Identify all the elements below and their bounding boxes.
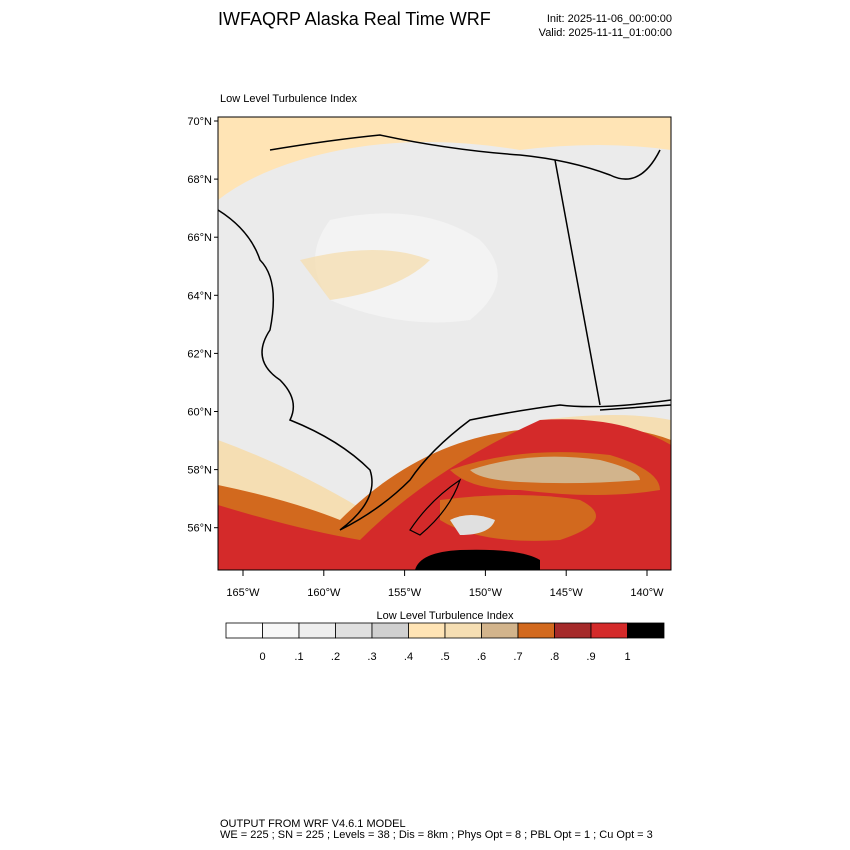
lat-label: 56°N (187, 523, 212, 535)
colorbar-box (590, 622, 628, 639)
colorbar-label: .3 (367, 651, 376, 663)
title: IWFAQRP Alaska Real Time WRF (218, 9, 491, 29)
colorbar-box (298, 622, 336, 639)
colorbar-box (444, 622, 482, 639)
colorbar-box (262, 622, 300, 639)
colorbar-title: Low Level Turbulence Index (377, 610, 514, 622)
colorbar-label: .9 (586, 651, 595, 663)
footer-line: OUTPUT FROM WRF V4.6.1 MODEL (220, 818, 406, 830)
colorbar-label: .2 (331, 651, 340, 663)
lon-label: 160°W (307, 587, 341, 599)
init-time: Init: 2025-11-06_00:00:00 (547, 13, 672, 25)
lat-label: 62°N (187, 348, 212, 360)
colorbar-label: .8 (550, 651, 559, 663)
colorbar-box (408, 622, 446, 639)
colorbar-label: .6 (477, 651, 486, 663)
colorbar-box (225, 622, 263, 639)
lat-label: 70°N (187, 116, 212, 128)
colorbar-label: .5 (440, 651, 449, 663)
colorbar-box (627, 622, 665, 639)
colorbar-label: .4 (404, 651, 413, 663)
colorbar-box (371, 622, 409, 639)
lat-label: 66°N (187, 232, 212, 244)
lon-label: 145°W (550, 587, 584, 599)
colorbar-label: .1 (294, 651, 303, 663)
lat-label: 58°N (187, 465, 212, 477)
map-frame (217, 116, 672, 571)
lat-label: 60°N (187, 407, 212, 419)
lon-label: 155°W (388, 587, 422, 599)
colorbar-box (517, 622, 555, 639)
map-subtitle: Low Level Turbulence Index (220, 93, 357, 105)
lon-label: 140°W (630, 587, 664, 599)
colorbar-label: 0 (259, 651, 265, 663)
lon-label: 150°W (469, 587, 503, 599)
lat-labels: 70°N 68°N 66°N 64°N 62°N 60°N 58°N 56°N (187, 116, 218, 535)
colorbar-box (554, 622, 592, 639)
colorbar: 0 .1 .2 .3 .4 .5 .6 .7 .8 .9 1 (225, 622, 665, 663)
colorbar-label: 1 (624, 651, 630, 663)
lat-label: 68°N (187, 174, 212, 186)
lat-label: 64°N (187, 290, 212, 302)
colorbar-label: .7 (513, 651, 522, 663)
lon-label: 165°W (226, 587, 260, 599)
map-field (218, 117, 671, 570)
colorbar-box (481, 622, 519, 639)
footer-line: WE = 225 ; SN = 225 ; Levels = 38 ; Dis … (220, 829, 653, 841)
valid-time: Valid: 2025-11-11_01:00:00 (539, 27, 672, 39)
colorbar-box (335, 622, 373, 639)
lon-labels: 165°W 160°W 155°W 150°W 145°W 140°W (226, 570, 664, 599)
